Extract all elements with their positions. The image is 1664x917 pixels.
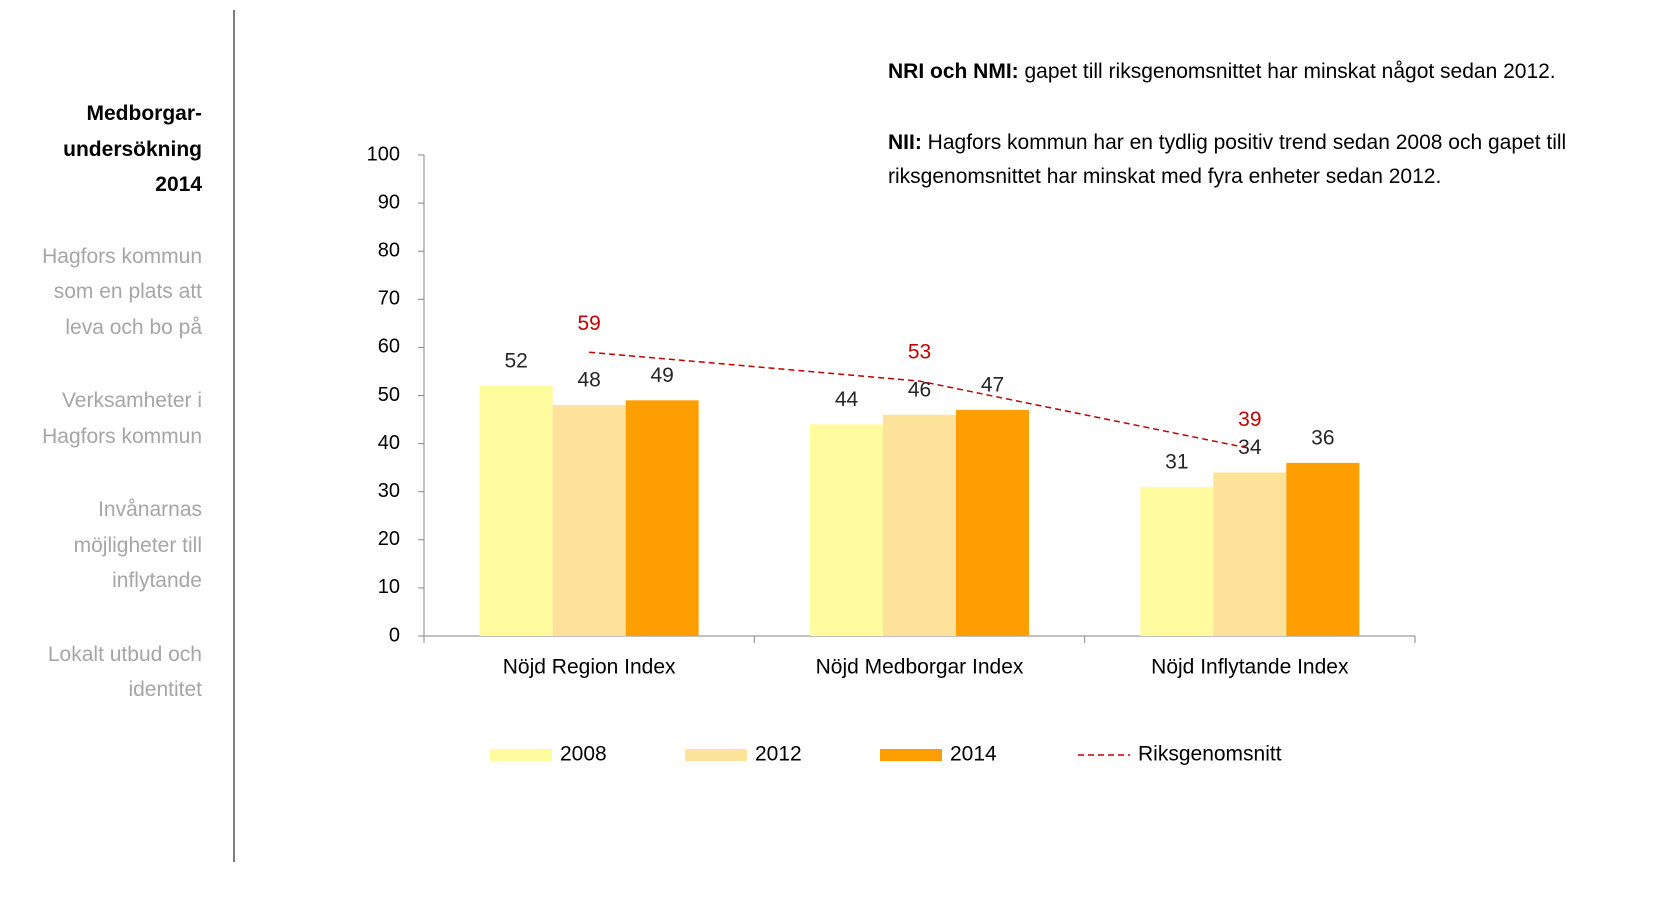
bar xyxy=(479,385,553,636)
bar xyxy=(1213,472,1287,636)
y-tick-label: 60 xyxy=(378,336,400,358)
divider xyxy=(233,10,235,862)
data-label: 53 xyxy=(908,341,931,364)
y-tick-label: 90 xyxy=(378,191,400,213)
bar xyxy=(956,409,1029,636)
annotation-text: Hagfors kommun har en tydlig positiv tre… xyxy=(888,130,1567,189)
legend-label: 2012 xyxy=(755,743,802,766)
sidebar: Medborgar-undersökning 2014 Hagfors komm… xyxy=(27,96,202,746)
y-tick-label: 0 xyxy=(389,624,400,646)
y-tick-label: 20 xyxy=(378,528,400,550)
bar xyxy=(883,414,956,636)
legend-swatch xyxy=(685,749,747,761)
data-label: 59 xyxy=(577,312,600,335)
sidebar-title: Medborgar-undersökning 2014 xyxy=(63,102,202,196)
data-label: 49 xyxy=(650,364,673,387)
data-label: 47 xyxy=(981,373,1004,396)
data-label: 44 xyxy=(835,388,859,411)
bar xyxy=(1286,462,1360,636)
y-tick-label: 100 xyxy=(367,143,400,165)
data-label: 52 xyxy=(504,349,527,372)
legend-label: 2014 xyxy=(950,743,997,766)
nav-item[interactable]: Hagfors kommun som en plats att leva och… xyxy=(42,244,202,339)
bar xyxy=(1140,486,1214,636)
x-tick-label: Nöjd Region Index xyxy=(503,656,676,679)
legend-swatch xyxy=(490,749,552,761)
data-label: 36 xyxy=(1311,426,1334,449)
y-tick-label: 40 xyxy=(378,432,400,454)
annotation-text: gapet till riksgenomsnittet har minskat … xyxy=(1024,60,1556,83)
data-label: 48 xyxy=(577,369,600,392)
annotations: NRI och NMI: gapet till riksgenomsnittet… xyxy=(888,55,1568,231)
y-tick-label: 10 xyxy=(378,576,400,598)
line xyxy=(589,351,1250,450)
bar xyxy=(810,424,883,636)
legend-swatch xyxy=(880,749,942,761)
legend-label: 2008 xyxy=(560,743,607,766)
data-label: 39 xyxy=(1238,408,1261,431)
y-tick-label: 50 xyxy=(378,384,400,406)
annotation-label: NRI och NMI: xyxy=(888,60,1019,83)
y-tick-label: 80 xyxy=(378,239,400,261)
data-label: 34 xyxy=(1238,436,1262,459)
legend-label: Riksgenomsnitt xyxy=(1138,743,1282,766)
x-tick-label: Nöjd Medborgar Index xyxy=(816,656,1024,679)
annotation: NRI och NMI: gapet till riksgenomsnittet… xyxy=(888,55,1568,90)
data-label: 31 xyxy=(1165,450,1188,473)
y-tick-label: 70 xyxy=(378,288,400,310)
nav-item[interactable]: Invånarnas möjligheter till inflytande xyxy=(73,498,202,592)
data-label: 46 xyxy=(908,378,931,401)
nav-item[interactable]: Lokalt utbud och identitet xyxy=(47,642,202,702)
bar xyxy=(625,400,699,636)
y-tick-label: 30 xyxy=(378,480,400,502)
nav-item[interactable]: Verksamheter i Hagfors kommun xyxy=(42,389,202,448)
annotation: NII: Hagfors kommun har en tydlig positi… xyxy=(888,126,1568,195)
x-tick-label: Nöjd Inflytande Index xyxy=(1151,656,1349,679)
bar xyxy=(552,405,626,636)
annotation-label: NII: xyxy=(888,130,922,154)
